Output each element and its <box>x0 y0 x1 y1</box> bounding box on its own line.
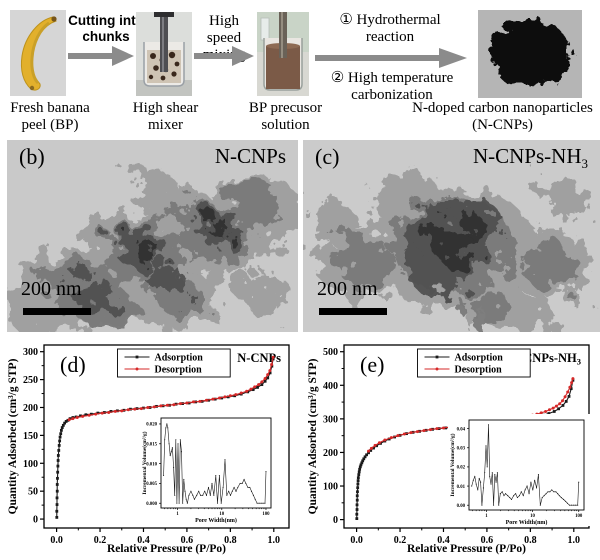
svg-text:Quantity Adsorbed (cm³/g STP): Quantity Adsorbed (cm³/g STP) <box>307 358 319 514</box>
svg-text:Adsorption: Adsorption <box>155 353 204 364</box>
pore-width-inset-ncnps: 1 10 100 0.000 0.005 0.010 0.015 0.020 Pore Widt… <box>141 417 272 524</box>
arrow2-icon <box>194 46 254 66</box>
svg-text:300: 300 <box>323 414 338 425</box>
svg-text:150: 150 <box>23 431 38 442</box>
panel-e-chart: 0.0 0.2 0.4 0.6 0.8 1.0 0 100 200 300 400 500 Relati… <box>305 336 597 558</box>
svg-text:0.8: 0.8 <box>524 535 537 546</box>
panel-e-inset: 1 10 100 0.00 0.01 0.02 0.03 0.04 Pore Width(nm)… <box>448 414 590 526</box>
svg-text:Quantity Adsorbed (cm³/g STP): Quantity Adsorbed (cm³/g STP) <box>7 358 19 514</box>
svg-text:0.02: 0.02 <box>457 466 466 471</box>
panel-d-inset: 1 10 100 0.000 0.005 0.010 0.015 0.020 Pore Widt… <box>140 412 277 524</box>
panel-a: (a) Cutting into chunks <box>0 0 600 140</box>
svg-text:0.8: 0.8 <box>224 535 237 546</box>
tem-texture-b <box>7 174 298 332</box>
svg-text:Relative Pressure (P/Po): Relative Pressure (P/Po) <box>407 543 526 555</box>
arrow3-icon <box>315 48 467 68</box>
scalebar-c <box>319 308 387 315</box>
svg-text:0.2: 0.2 <box>394 535 407 546</box>
svg-text:100: 100 <box>575 514 583 519</box>
arrow1-icon <box>68 46 134 66</box>
banana-peel-photo <box>10 10 66 96</box>
svg-text:1.0: 1.0 <box>568 535 581 546</box>
svg-text:0.000: 0.000 <box>146 502 157 507</box>
panel-c-title: N-CNPs-NH3 <box>472 144 588 172</box>
svg-text:(d): (d) <box>60 352 86 377</box>
svg-text:10: 10 <box>219 512 224 517</box>
svg-text:0: 0 <box>333 515 338 526</box>
bp-precursor-photo <box>257 12 309 96</box>
arrow1-label: Cutting into chunks <box>68 13 144 44</box>
svg-text:0: 0 <box>33 515 38 526</box>
panel-b-tem: (b) N-CNPs 200 nm <box>7 140 298 332</box>
panel-c-label: (c) <box>315 144 340 169</box>
scalebar-b <box>23 308 91 315</box>
pore-width-inset-ncnps-nh3: 1 10 100 0.00 0.01 0.02 0.03 0.04 Pore Width(nm)… <box>449 419 585 526</box>
svg-text:Pore Width(nm): Pore Width(nm) <box>506 519 548 526</box>
svg-text:100: 100 <box>262 512 270 517</box>
svg-text:1: 1 <box>176 512 179 517</box>
svg-text:1: 1 <box>485 514 488 519</box>
svg-text:100: 100 <box>23 459 38 470</box>
panel-b-label: (b) <box>19 144 45 169</box>
isotherm-chart-ncnps-nh3: 0.0 0.2 0.4 0.6 0.8 1.0 0 100 200 300 400 500 Relati… <box>307 344 590 555</box>
arrow3-label-bottom: ② High temperature carbonization <box>330 70 454 103</box>
svg-text:(e): (e) <box>360 352 384 377</box>
caption-mixer: High shear mixer <box>132 100 199 134</box>
caption-ncnps: N-doped carbon nanoparticles (N-CNPs) <box>412 100 593 134</box>
svg-text:0.4: 0.4 <box>137 535 150 546</box>
svg-text:0.2: 0.2 <box>94 535 107 546</box>
svg-text:0.04: 0.04 <box>457 427 466 432</box>
svg-text:0.00: 0.00 <box>457 504 466 509</box>
scalebar-b-text: 200 nm <box>21 278 82 300</box>
svg-text:400: 400 <box>323 381 338 392</box>
svg-text:1.0: 1.0 <box>268 535 281 546</box>
svg-text:Adsorption: Adsorption <box>455 353 504 364</box>
svg-text:250: 250 <box>23 375 38 386</box>
svg-text:0.03: 0.03 <box>457 446 466 451</box>
svg-text:0.005: 0.005 <box>146 482 157 487</box>
svg-text:Pore Width(nm): Pore Width(nm) <box>195 517 237 524</box>
svg-text:300: 300 <box>23 347 38 358</box>
svg-text:Desorption: Desorption <box>455 365 503 376</box>
svg-text:50: 50 <box>28 487 38 498</box>
arrow3-label-top: ① Hydrothermal reaction <box>339 12 441 45</box>
high-shear-mixer-photo <box>136 12 192 96</box>
caption-precursor: BP precusor solution <box>248 100 323 134</box>
svg-text:N-CNPs: N-CNPs <box>237 351 281 365</box>
svg-text:0.0: 0.0 <box>50 535 63 546</box>
svg-text:200: 200 <box>323 448 338 459</box>
svg-text:0.6: 0.6 <box>481 535 494 546</box>
svg-text:0.0: 0.0 <box>350 535 363 546</box>
svg-text:Relative Pressure (P/Po): Relative Pressure (P/Po) <box>107 543 226 555</box>
svg-text:0.020: 0.020 <box>146 423 157 428</box>
svg-text:0.6: 0.6 <box>181 535 194 546</box>
panel-b-title: N-CNPs <box>214 144 286 168</box>
tem-texture-c <box>311 174 595 332</box>
svg-text:10: 10 <box>530 514 535 519</box>
svg-text:0.01: 0.01 <box>457 485 466 490</box>
svg-text:200: 200 <box>23 403 38 414</box>
panel-c-tem: (c) N-CNPs-NH3 200 nm <box>303 140 600 332</box>
svg-text:0.015: 0.015 <box>146 442 157 447</box>
svg-text:Desorption: Desorption <box>155 365 203 376</box>
svg-text:100: 100 <box>323 482 338 493</box>
svg-text:Incremental Volume(cm³/g): Incremental Volume(cm³/g) <box>141 431 148 494</box>
scalebar-c-text: 200 nm <box>317 278 378 300</box>
svg-text:Incremental Volume(cm³/g): Incremental Volume(cm³/g) <box>449 433 456 496</box>
ncnp-powder-photo <box>478 10 582 98</box>
svg-text:0.010: 0.010 <box>146 462 157 467</box>
caption-banana: Fresh banana peel (BP) <box>10 100 90 134</box>
svg-text:500: 500 <box>323 347 338 358</box>
svg-text:0.4: 0.4 <box>437 535 450 546</box>
